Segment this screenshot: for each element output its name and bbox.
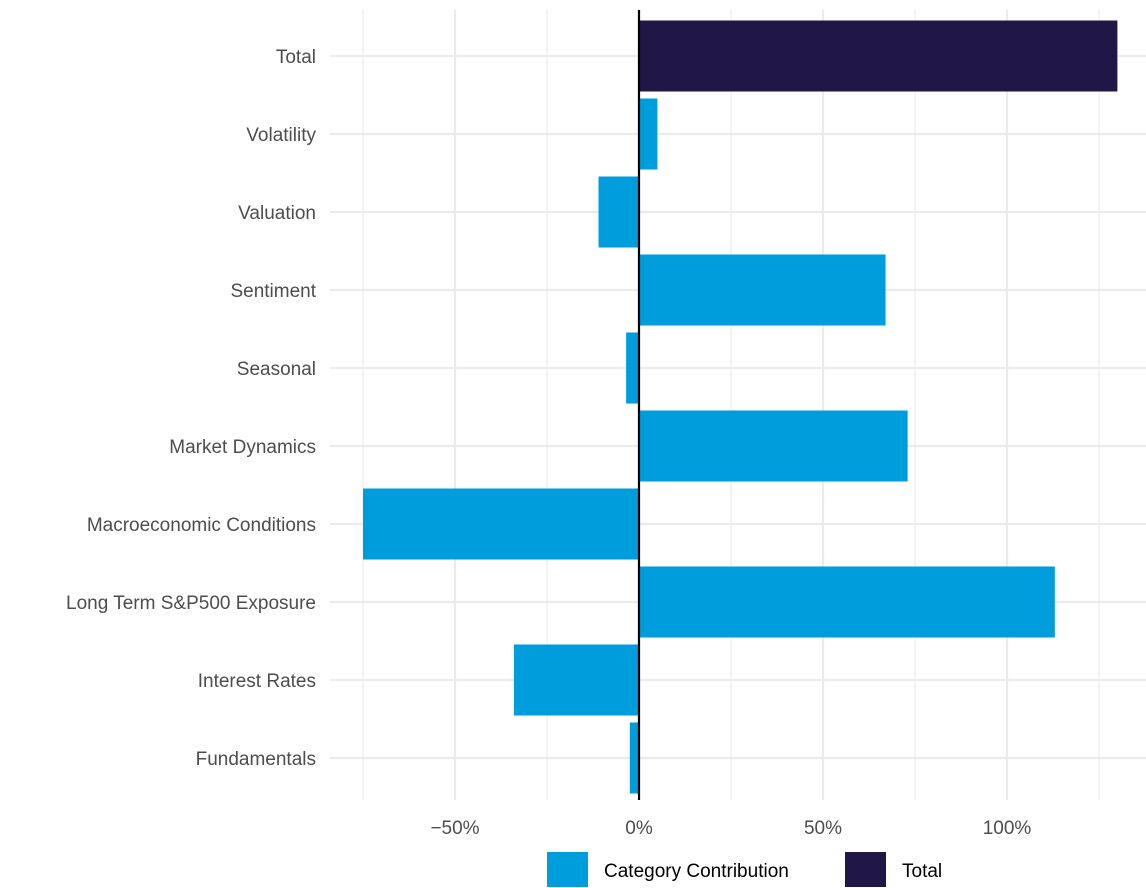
bar-valuation: [598, 176, 639, 248]
category-label: Seasonal: [237, 359, 316, 380]
category-label: Volatility: [246, 125, 316, 146]
category-label: Valuation: [238, 203, 316, 224]
category-label: Long Term S&P500 Exposure: [66, 593, 316, 614]
bar-seasonal: [626, 332, 639, 404]
value-axis-tick-labels: −50% 0% 50% 100%: [430, 818, 1031, 839]
legend-swatch: [547, 852, 588, 887]
category-axis-labels: Total Volatility Valuation Sentiment Seasona…: [66, 47, 317, 770]
x-tick-label: 0%: [625, 818, 653, 839]
bar-market-dynamics: [639, 410, 908, 482]
bar-sentiment: [639, 254, 886, 326]
legend-label: Total: [902, 861, 942, 882]
grid-lines: [330, 10, 1146, 800]
category-label: Interest Rates: [198, 671, 316, 692]
legend-swatch: [845, 852, 886, 887]
category-label: Sentiment: [230, 281, 316, 302]
x-tick-label: −50%: [430, 818, 479, 839]
legend-label: Category Contribution: [604, 861, 789, 882]
x-tick-label: 50%: [804, 818, 842, 839]
bar-long-term-s-p500-exposure: [639, 566, 1055, 638]
category-label: Fundamentals: [196, 749, 316, 770]
bar-volatility: [639, 98, 658, 170]
category-label: Macroeconomic Conditions: [87, 515, 316, 536]
bar-fundamentals: [629, 722, 639, 794]
bars: [363, 20, 1118, 794]
category-label: Total: [276, 47, 316, 68]
bar-interest-rates: [513, 644, 639, 716]
legend: Category Contribution Total: [547, 852, 942, 887]
bar-macroeconomic-conditions: [363, 488, 639, 560]
bar-total: [639, 20, 1118, 92]
category-label: Market Dynamics: [169, 437, 316, 458]
x-tick-label: 100%: [983, 818, 1032, 839]
